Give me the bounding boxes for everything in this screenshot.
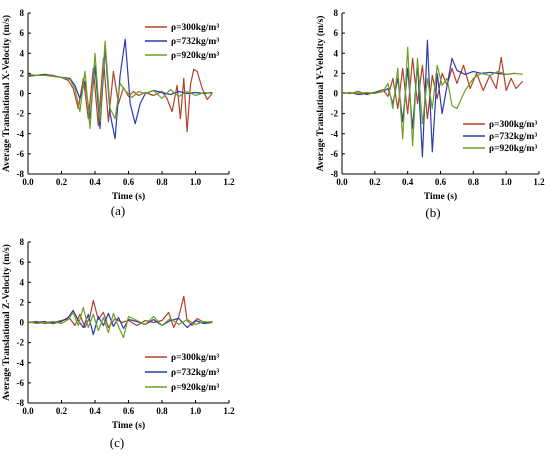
x-tick-label: 0.4 [89,177,101,187]
legend-label: ρ=732kg/m³ [489,132,537,142]
x-tick-label: 0.0 [22,406,34,416]
legend-label: ρ=300kg/m³ [171,23,219,33]
y-tick-label: -4 [17,129,25,139]
x-tick-label: 0.0 [336,177,348,187]
x-tick-label: 1.2 [223,177,235,187]
y-axis-label: Average Translational X-Velocity (m/s) [1,15,12,172]
y-tick-label: 0 [20,318,25,328]
legend-label: ρ=732kg/m³ [171,368,219,378]
y-tick-label: 4 [20,48,25,58]
y-axis-label: Average Translational Y-Velocity (m/s) [315,16,326,172]
y-tick-label: -4 [331,129,339,139]
y-tick-label: -2 [331,109,339,119]
y-tick-label: -6 [17,378,25,388]
y-tick-label: -8 [331,169,339,179]
panel-caption: (b) [425,205,440,220]
y-tick-label: 0 [334,89,339,99]
y-tick-label: 6 [20,257,25,267]
x-tick-label: 0.4 [89,406,101,416]
legend: ρ=300kg/m³ ρ=732kg/m³ ρ=920kg/m³ [145,23,219,61]
chart-panel-2: -8 -6 -4 -2 0 2 4 6 8 0.0 0.2 0.4 0.6 0.8 1.0 1.2 Time (… [315,8,545,220]
x-tick-label: 0.8 [156,177,168,187]
y-tick-label: 8 [20,8,25,18]
y-tick-label: -8 [17,398,25,408]
series-line-2 [28,38,213,140]
series-line-1 [27,57,213,133]
legend-label: ρ=920kg/m³ [171,51,219,61]
chart-panel-1: -8 -6 -4 -2 0 2 4 6 8 0.0 0.2 0.4 0.6 0.8 1.0 1.2 Time (… [1,8,235,218]
y-tick-label: 6 [20,28,25,38]
x-tick-label: 0.8 [156,406,168,416]
chart-panel-3: -8 -6 -4 -2 0 2 4 6 8 0.0 0.2 0.4 0.6 0.8 1.0 1.2 Time (… [1,237,235,450]
y-tick-label: -6 [17,149,25,159]
y-tick-label: 2 [334,68,339,78]
x-tick-label: 0.6 [123,177,135,187]
y-tick-label: 0 [20,89,25,99]
x-axis-label: Time (s) [112,191,145,202]
x-tick-label: 1.2 [223,406,235,416]
panel-caption: (c) [110,435,124,450]
legend: ρ=300kg/m³ ρ=732kg/m³ ρ=920kg/m³ [145,353,219,393]
y-tick-label: 8 [334,8,339,18]
y-axis-label: Average Translational Z-Velocity (m/s) [1,244,12,401]
legend-label: ρ=920kg/m³ [489,144,537,154]
series-line-2 [28,309,213,336]
panel-caption: (a) [111,203,125,218]
legend-label: ρ=300kg/m³ [489,120,537,130]
series-line-1 [341,56,524,120]
series-line-3 [27,40,213,130]
y-tick-label: 2 [20,68,25,78]
y-tick-label: 6 [334,28,339,38]
x-tick-label: 1.0 [190,177,202,187]
x-axis-label: Time (s) [424,191,457,202]
x-tick-label: 0.4 [402,177,414,187]
series-line-3 [27,306,213,339]
legend-label: ρ=920kg/m³ [171,383,219,393]
legend-label: ρ=300kg/m³ [171,353,219,363]
y-tick-label: -4 [17,358,25,368]
x-tick-label: 0.6 [123,406,135,416]
x-tick-label: 0.8 [468,177,480,187]
x-tick-label: 1.0 [501,177,513,187]
y-tick-label: -6 [331,149,339,159]
y-tick-label: -2 [17,338,25,348]
x-tick-label: 0.6 [435,177,447,187]
x-tick-label: 0.2 [369,177,381,187]
y-tick-label: 2 [20,297,25,307]
y-tick-label: 8 [20,237,25,247]
x-tick-label: 0.0 [22,177,34,187]
y-tick-label: -2 [17,109,25,119]
y-tick-label: 4 [20,277,25,287]
x-tick-label: 1.0 [190,406,202,416]
y-tick-label: -8 [17,169,25,179]
y-tick-label: 4 [334,48,339,58]
legend: ρ=300kg/m³ ρ=732kg/m³ ρ=920kg/m³ [463,120,537,154]
x-tick-label: 1.2 [533,177,545,187]
x-axis-label: Time (s) [112,420,145,431]
series-line-3 [341,46,523,147]
x-tick-label: 0.2 [56,177,68,187]
legend-label: ρ=732kg/m³ [171,37,219,47]
x-tick-label: 0.2 [56,406,68,416]
